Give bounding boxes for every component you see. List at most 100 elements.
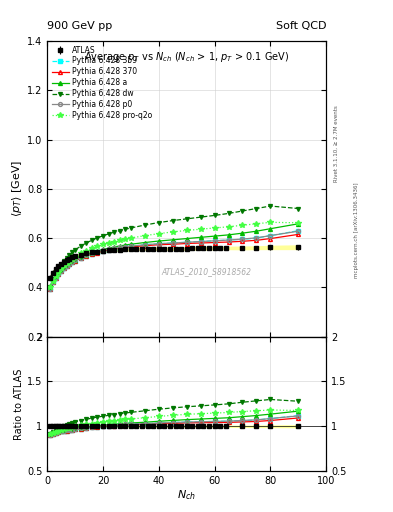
Pythia 6.428 dw <box>48 284 52 290</box>
Pythia 6.428 dw <box>50 277 55 283</box>
Pythia 6.428 p0 <box>56 271 61 277</box>
Line: Pythia 6.428 pro-q2o: Pythia 6.428 pro-q2o <box>47 219 301 290</box>
Pythia 6.428 370 <box>142 243 147 249</box>
Pythia 6.428 pro-q2o <box>101 242 105 248</box>
Pythia 6.428 dw <box>129 225 133 231</box>
Pythia 6.428 p0 <box>156 241 161 247</box>
Pythia 6.428 pro-q2o <box>142 232 147 239</box>
Pythia 6.428 359 <box>118 245 122 251</box>
Pythia 6.428 dw <box>268 203 273 209</box>
Pythia 6.428 a <box>59 267 64 273</box>
Pythia 6.428 359 <box>106 247 111 253</box>
Pythia 6.428 dw <box>171 218 175 224</box>
Pythia 6.428 359 <box>240 236 245 242</box>
Pythia 6.428 370 <box>171 241 175 247</box>
Pythia 6.428 dw <box>70 249 75 255</box>
Pythia 6.428 dw <box>56 266 61 272</box>
Pythia 6.428 a <box>84 251 88 258</box>
Pythia 6.428 a <box>95 248 100 254</box>
Pythia 6.428 p0 <box>118 244 122 250</box>
Pythia 6.428 p0 <box>53 274 58 281</box>
Pythia 6.428 a <box>268 226 273 232</box>
Line: Pythia 6.428 359: Pythia 6.428 359 <box>48 229 300 290</box>
Pythia 6.428 359 <box>56 271 61 277</box>
Pythia 6.428 359 <box>90 251 94 257</box>
Y-axis label: $\langle p_{T} \rangle$ [GeV]: $\langle p_{T} \rangle$ [GeV] <box>10 160 24 218</box>
Pythia 6.428 a <box>78 254 83 260</box>
Pythia 6.428 a <box>70 258 75 264</box>
Pythia 6.428 p0 <box>198 239 203 245</box>
Line: Pythia 6.428 a: Pythia 6.428 a <box>48 222 300 289</box>
Pythia 6.428 a <box>62 264 66 270</box>
Pythia 6.428 a <box>184 236 189 242</box>
Pythia 6.428 pro-q2o <box>156 230 161 237</box>
Pythia 6.428 a <box>254 228 259 234</box>
Pythia 6.428 pro-q2o <box>268 219 273 225</box>
Text: Rivet 3.1.10, ≥ 2.7M events: Rivet 3.1.10, ≥ 2.7M events <box>334 105 339 182</box>
Pythia 6.428 p0 <box>62 265 66 271</box>
Pythia 6.428 pro-q2o <box>84 248 88 254</box>
Pythia 6.428 p0 <box>171 240 175 246</box>
Pythia 6.428 359 <box>53 274 58 281</box>
Pythia 6.428 359 <box>73 258 77 264</box>
Text: Soft QCD: Soft QCD <box>276 20 326 31</box>
Pythia 6.428 370 <box>101 248 105 254</box>
Pythia 6.428 a <box>64 262 69 268</box>
Pythia 6.428 a <box>171 237 175 243</box>
Pythia 6.428 dw <box>226 210 231 217</box>
Pythia 6.428 370 <box>118 245 122 251</box>
Pythia 6.428 dw <box>78 243 83 249</box>
Pythia 6.428 370 <box>56 271 61 277</box>
Pythia 6.428 370 <box>106 247 111 253</box>
Pythia 6.428 p0 <box>70 259 75 265</box>
Pythia 6.428 pro-q2o <box>118 237 122 243</box>
Pythia 6.428 pro-q2o <box>106 240 111 246</box>
Line: Pythia 6.428 dw: Pythia 6.428 dw <box>48 204 300 289</box>
Pythia 6.428 a <box>212 233 217 239</box>
Pythia 6.428 p0 <box>106 246 111 252</box>
Pythia 6.428 pro-q2o <box>95 243 100 249</box>
Pythia 6.428 p0 <box>112 245 116 251</box>
Pythia 6.428 dw <box>95 235 100 241</box>
Pythia 6.428 370 <box>64 263 69 269</box>
Pythia 6.428 359 <box>50 280 55 286</box>
Pythia 6.428 dw <box>90 237 94 243</box>
Text: ATLAS_2010_S8918562: ATLAS_2010_S8918562 <box>161 267 251 276</box>
Pythia 6.428 pro-q2o <box>53 273 58 279</box>
Pythia 6.428 p0 <box>90 250 94 257</box>
Pythia 6.428 pro-q2o <box>90 245 94 251</box>
Pythia 6.428 dw <box>53 271 58 277</box>
Pythia 6.428 359 <box>296 228 301 234</box>
Y-axis label: Ratio to ATLAS: Ratio to ATLAS <box>14 368 24 439</box>
Pythia 6.428 p0 <box>59 268 64 274</box>
Pythia 6.428 p0 <box>296 228 301 234</box>
Pythia 6.428 370 <box>296 231 301 238</box>
Pythia 6.428 p0 <box>67 261 72 267</box>
Pythia 6.428 dw <box>64 255 69 261</box>
Pythia 6.428 p0 <box>84 252 88 259</box>
Pythia 6.428 359 <box>64 263 69 269</box>
Pythia 6.428 370 <box>156 242 161 248</box>
Pythia 6.428 370 <box>198 240 203 246</box>
Pythia 6.428 359 <box>171 240 175 246</box>
Legend: ATLAS, Pythia 6.428 359, Pythia 6.428 370, Pythia 6.428 a, Pythia 6.428 dw, Pyth: ATLAS, Pythia 6.428 359, Pythia 6.428 37… <box>49 42 156 123</box>
Pythia 6.428 359 <box>226 237 231 243</box>
Pythia 6.428 370 <box>129 244 133 250</box>
Line: Pythia 6.428 p0: Pythia 6.428 p0 <box>48 229 300 290</box>
Pythia 6.428 370 <box>50 280 55 286</box>
Pythia 6.428 359 <box>268 232 273 239</box>
Pythia 6.428 a <box>123 242 128 248</box>
Pythia 6.428 dw <box>212 212 217 219</box>
Pythia 6.428 p0 <box>212 238 217 244</box>
Line: Pythia 6.428 370: Pythia 6.428 370 <box>48 232 300 290</box>
Pythia 6.428 359 <box>184 239 189 245</box>
Pythia 6.428 pro-q2o <box>129 235 133 241</box>
Pythia 6.428 p0 <box>268 232 273 239</box>
Pythia 6.428 359 <box>70 260 75 266</box>
Pythia 6.428 dw <box>118 228 122 234</box>
Pythia 6.428 a <box>142 240 147 246</box>
Pythia 6.428 a <box>90 249 94 255</box>
Pythia 6.428 a <box>101 246 105 252</box>
Pythia 6.428 a <box>118 243 122 249</box>
Pythia 6.428 pro-q2o <box>240 222 245 228</box>
